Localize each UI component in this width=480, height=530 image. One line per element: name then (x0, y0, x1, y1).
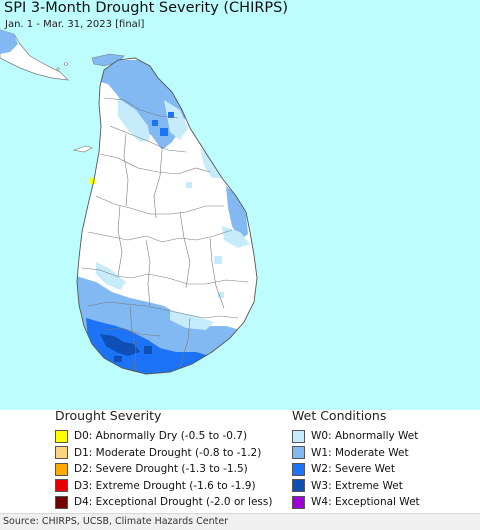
swatch-w0 (292, 429, 305, 443)
legend-label: D2: Severe Drought (-1.3 to -1.5) (74, 463, 248, 475)
india-wet-area (0, 30, 18, 54)
legend-label: D0: Abnormally Dry (-0.5 to -0.7) (74, 430, 248, 442)
legend-label: W3: Extreme Wet (311, 479, 403, 492)
swatch-d1 (55, 446, 68, 459)
legend-item-d4: D4: Exceptional Drought (-2.0 or less) (55, 494, 285, 510)
wet-cell (114, 356, 122, 362)
extreme-wet-south (100, 334, 140, 356)
wet-cell (160, 128, 168, 136)
wet-cell (214, 256, 222, 264)
map-title: SPI 3-Month Drought Severity (CHIRPS) (4, 0, 289, 16)
legend-label: D3: Extreme Drought (-1.6 to -1.9) (74, 479, 256, 492)
wet-area-northeast-light (164, 100, 188, 140)
swatch-w2 (292, 462, 305, 476)
legend-item-w0: W0: Abnormally Wet (292, 428, 477, 444)
wet-cell (168, 112, 174, 118)
legend-item-d1: D1: Moderate Drought (-0.8 to -1.2) (55, 445, 285, 461)
wet-area-east-light (200, 148, 222, 178)
drought-map (0, 0, 480, 410)
wet-cell (186, 182, 192, 188)
swatch-w1 (292, 446, 305, 459)
legend-label: W4: Exceptional Wet (311, 496, 420, 508)
legend-label: D4: Exceptional Drought (-2.0 or less) (74, 496, 273, 508)
district-boundaries (81, 97, 249, 373)
swatch-d2 (55, 462, 68, 476)
legend-item-w4: W4: Exceptional Wet (292, 494, 477, 510)
wet-cell (152, 120, 158, 126)
legend-item-w1: W1: Moderate Wet (292, 445, 477, 461)
footer: Source: CHIRPS, UCSB, Climate Hazards Ce… (0, 513, 480, 530)
legend-item-d2: D2: Severe Drought (-1.3 to -1.5) (55, 461, 285, 477)
wet-cell (218, 292, 224, 298)
wet-area-east-coast (226, 186, 248, 240)
legend-item-d3: D3: Extreme Drought (-1.6 to -1.9) (55, 478, 285, 494)
dry-cell-d0 (90, 178, 95, 184)
legend-label: W2: Severe Wet (311, 463, 395, 475)
wet-cell (144, 346, 152, 354)
wet-area-southwest-light (96, 262, 126, 290)
swatch-w3 (292, 479, 305, 492)
source-credit: Source: CHIRPS, UCSB, Climate Hazards Ce… (3, 516, 229, 527)
swatch-d3 (55, 479, 68, 492)
swatch-d4 (55, 495, 68, 509)
sri-lanka-coastline (76, 57, 258, 375)
wet-area-south-central-light (170, 310, 214, 330)
legend-item-d0: D0: Abnormally Dry (-0.5 to -0.7) (55, 428, 285, 444)
legend-drought-heading: Drought Severity (55, 408, 162, 423)
legend-drought: Drought Severity D0: Abnormally Dry (-0.… (55, 408, 285, 511)
map-subtitle: Jan. 1 - Mar. 31, 2023 [final] (5, 19, 145, 30)
legend-item-w2: W2: Severe Wet (292, 461, 477, 477)
legend: Drought Severity D0: Abnormally Dry (-0.… (0, 408, 480, 514)
legend-label: D1: Moderate Drought (-0.8 to -1.2) (74, 446, 262, 459)
legend-label: W1: Moderate Wet (311, 446, 409, 459)
wet-area-north-light (118, 98, 150, 142)
legend-wet-heading: Wet Conditions (292, 408, 387, 423)
legend-label: W0: Abnormally Wet (311, 430, 419, 442)
swatch-d0 (55, 429, 68, 443)
small-island (56, 67, 60, 71)
wet-area-east-coast-light (222, 226, 250, 248)
swatch-w4 (292, 495, 305, 509)
mannar-island (72, 145, 93, 153)
small-island (64, 62, 68, 66)
legend-item-w3: W3: Extreme Wet (292, 478, 477, 494)
sri-lanka-land (77, 58, 257, 374)
legend-wet: Wet Conditions W0: Abnormally Wet W1: Mo… (292, 408, 477, 511)
